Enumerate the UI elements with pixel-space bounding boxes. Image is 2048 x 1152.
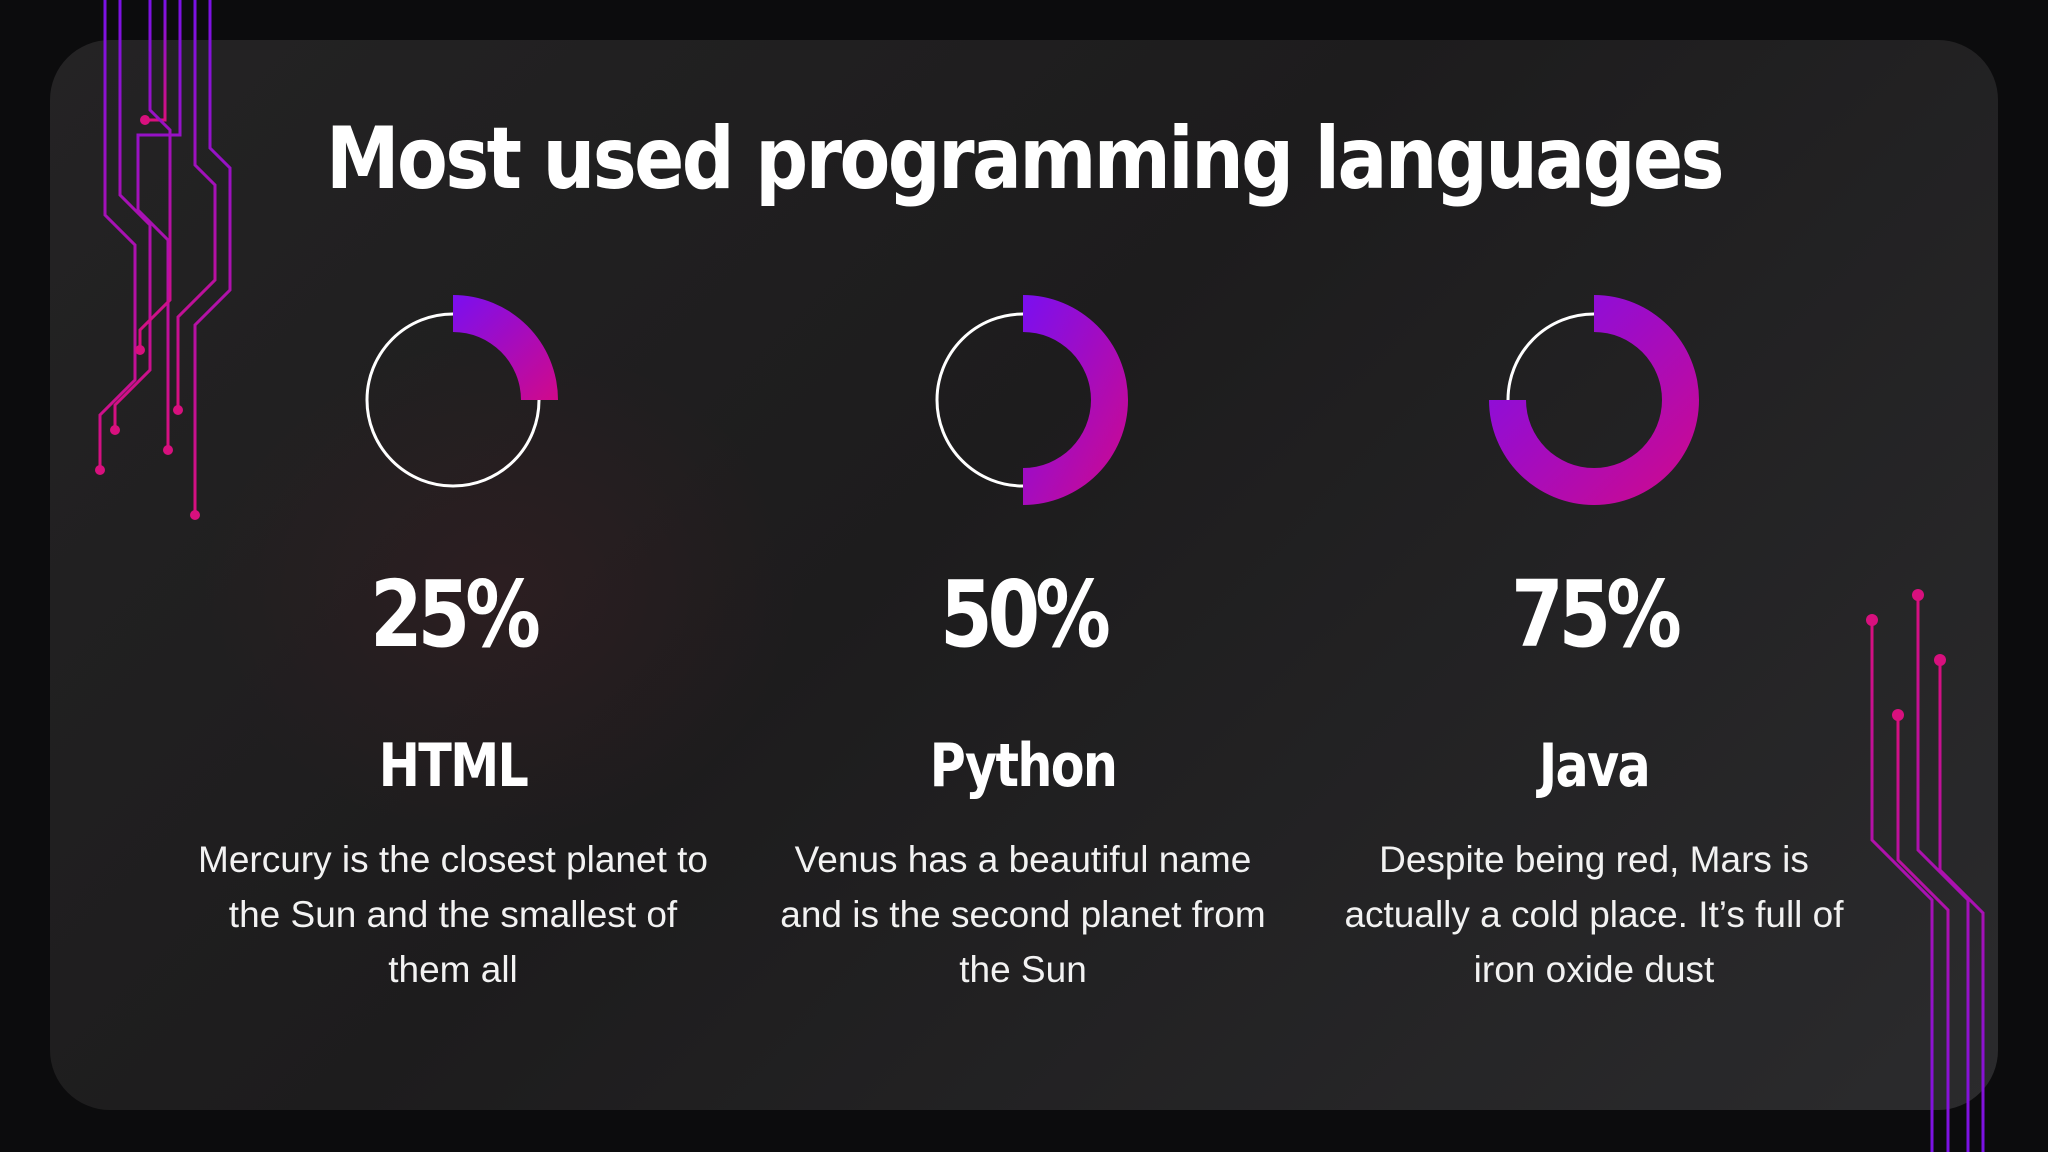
percentage-value: 75% [1511,561,1682,668]
language-name: Java [1538,731,1651,801]
language-description: Venus has a beautiful name and is the se… [780,839,1266,990]
language-name: HTML [378,731,529,801]
donut-value-arc [1023,295,1128,505]
language-name: Python [929,731,1118,801]
donut-chart-python [935,295,1128,505]
donut-value-arc [1489,295,1699,505]
stat-column-python: 50% Python Venus has a beautiful name an… [763,270,1283,1030]
donut-chart-html [365,295,558,488]
language-description: Mercury is the closest planet to the Sun… [198,839,708,990]
stat-column-java: 75% Java Despite being red, Mars is actu… [1334,270,1854,1030]
percentage-value: 50% [940,561,1111,668]
donut-value-arc [453,295,558,400]
percentage-value: 25% [370,561,541,668]
stat-column-html: 25% HTML Mercury is the closest planet t… [193,270,713,1030]
slide-title: Most used programming languages [325,109,1725,209]
language-description: Despite being red, Mars is actually a co… [1344,839,1844,990]
content-panel [50,40,1998,1110]
panel-glow [200,340,800,840]
donut-chart-java [1489,295,1699,505]
